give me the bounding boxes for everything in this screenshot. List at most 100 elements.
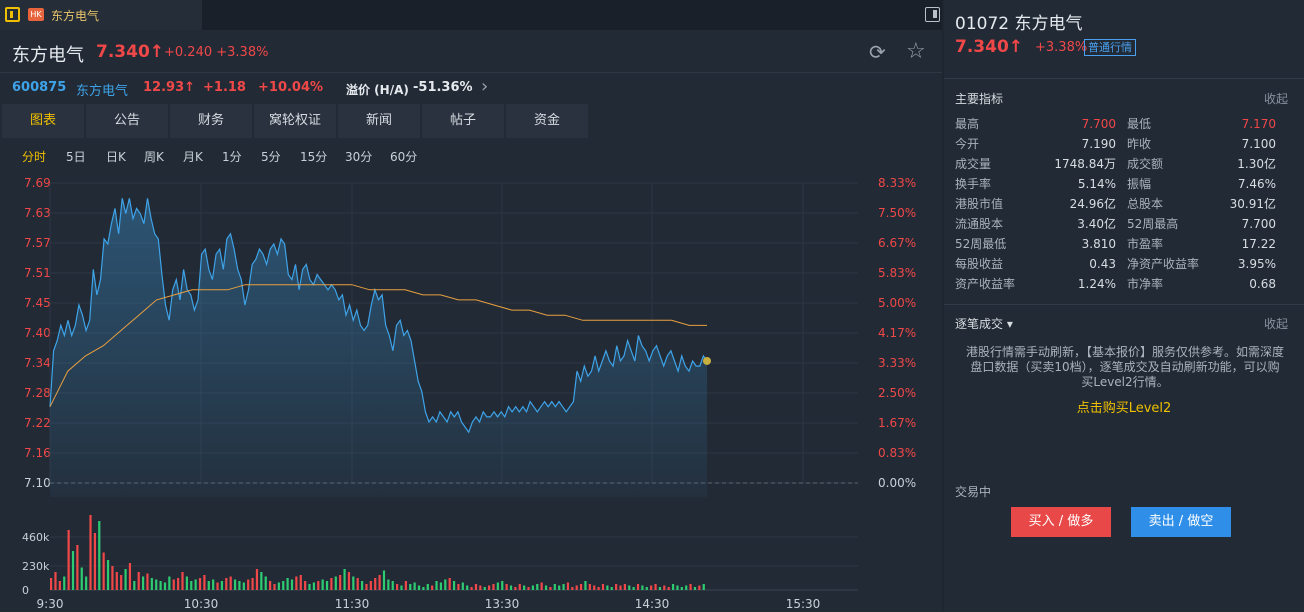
period-daily[interactable]: 日K [106,150,126,164]
hk-stock-title: 01072 东方电气 [955,14,1083,34]
y-right-tick-label: 1.67% [878,416,916,430]
y-right-tick-label: 8.33% [878,176,916,190]
stat-label: 每股收益 [955,257,1004,271]
volume-bar [207,581,210,590]
period-5min[interactable]: 5分 [261,150,281,164]
volume-bar [378,575,381,590]
price-area [50,198,707,498]
trades-collapse[interactable]: 收起 [1263,317,1288,331]
stock-tab[interactable]: HK 东方电气 [0,0,202,30]
volume-bar [330,578,333,590]
volume-bar [426,584,429,590]
stock-price: 7.340↑ [96,42,165,62]
period-60min[interactable]: 60分 [390,150,418,164]
ashare-price: 12.93↑ [143,80,196,95]
period-1min[interactable]: 1分 [222,150,242,164]
period-intraday[interactable]: 分时 [22,150,47,164]
volume-bar [536,584,539,590]
volume-bar [128,563,132,590]
period-15min[interactable]: 15分 [300,150,328,164]
volume-bar [290,579,294,590]
stat-item: 最高 7.700 [955,114,1116,134]
volume-bar [588,584,591,590]
premium-label: 溢价 (H/A) [346,83,409,97]
volume-bar [80,567,83,590]
ashare-row[interactable]: 600875 东方电气 12.93↑ +1.18 +10.04% 溢价 (H/A… [0,72,942,102]
volume-bar [190,581,193,590]
y-tick-label: 7.57 [24,236,51,250]
stats-collapse[interactable]: 收起 [1263,92,1288,106]
tab-warrants[interactable]: 窝轮权证 [254,104,336,138]
volume-bar [269,581,272,590]
volume-bar [610,587,613,590]
volume-bar [579,584,583,590]
volume-bar [645,587,648,590]
stat-item: 总股本 30.91亿 [1127,194,1276,214]
quote-header: 东方电气 7.340↑ +0.240 +3.38% ⟳ ☆ [0,30,942,72]
volume-bar [146,573,149,590]
volume-bar [422,587,425,590]
volume-bar [159,581,162,590]
market-badge: HK [28,8,44,21]
volume-bar [89,515,92,590]
volume-bar [317,581,320,590]
buy-level2-link[interactable]: 点击购买Level2 [1076,401,1172,416]
tab-financials[interactable]: 财务 [170,104,252,138]
volume-bar [479,585,482,590]
stat-label: 成交额 [1127,157,1164,171]
volume-bar [115,572,118,590]
volume-bar [102,552,105,590]
stat-value: 7.100 [1241,137,1276,151]
star-icon[interactable]: ☆ [906,39,926,64]
volume-bar [619,585,622,590]
stat-label: 港股市值 [955,197,1004,211]
tab-chart[interactable]: 图表 [2,104,84,138]
stat-item: 资产收益率 1.24% [955,274,1116,294]
stat-value: 0.43 [1089,257,1116,271]
tab-news[interactable]: 新闻 [338,104,420,138]
volume-bar [457,584,460,590]
quote-type-badge[interactable]: 普通行情 [1084,39,1136,56]
volume-bar [558,585,561,590]
sell-button[interactable]: 卖出 / 做空 [1131,507,1231,537]
tab-title: 东方电气 [51,9,100,23]
stat-label: 市净率 [1127,277,1164,291]
volume-bar [277,582,280,590]
stat-value: 30.91亿 [1229,197,1276,211]
tab-posts[interactable]: 帖子 [422,104,504,138]
intraday-chart[interactable]: 7.69 8.33% 7.63 7.50% 7.57 6.67% 7.51 5.83% 7.45… [0,170,942,612]
tab-capital[interactable]: 资金 [506,104,588,138]
refresh-icon[interactable]: ⟳ [869,40,886,64]
period-5day[interactable]: 5日 [66,150,86,164]
volume-bar [260,572,263,590]
volume-bar [194,579,197,590]
x-tick-label: 10:30 [184,597,219,611]
volume-bar [671,584,675,590]
y-tick-label: 7.45 [24,296,51,310]
period-30min[interactable]: 30分 [345,150,373,164]
period-weekly[interactable]: 周K [144,150,164,164]
ashare-pct: +10.04% [258,80,324,95]
volume-bar [347,572,351,590]
price-change: +0.240 +3.38% [164,45,269,60]
volume-bar [203,575,206,590]
trades-title[interactable]: 逐笔成交 ▾ [955,317,1013,331]
stat-item: 市盈率 17.22 [1127,234,1276,254]
buy-button[interactable]: 买入 / 做多 [1011,507,1111,537]
tab-announcements[interactable]: 公告 [86,104,168,138]
volume-bar [540,582,543,590]
volume-bar [247,579,250,590]
chevron-right-icon[interactable]: › [481,76,489,97]
volume-bar [111,566,114,590]
volume-bar [225,578,228,590]
stat-value: 0.68 [1249,277,1276,291]
volume-bar [483,587,486,590]
period-monthly[interactable]: 月K [183,150,203,164]
stat-value: 7.170 [1241,117,1276,131]
volume-bar [172,579,175,590]
chart-pane: HK 东方电气 东方电气 7.340↑ +0.240 +3.38% ⟳ ☆ 60… [0,0,942,612]
volume-bar [431,585,434,590]
volume-bar [501,581,504,590]
volume-bar [312,582,315,590]
panel-toggle-icon[interactable] [925,7,940,22]
